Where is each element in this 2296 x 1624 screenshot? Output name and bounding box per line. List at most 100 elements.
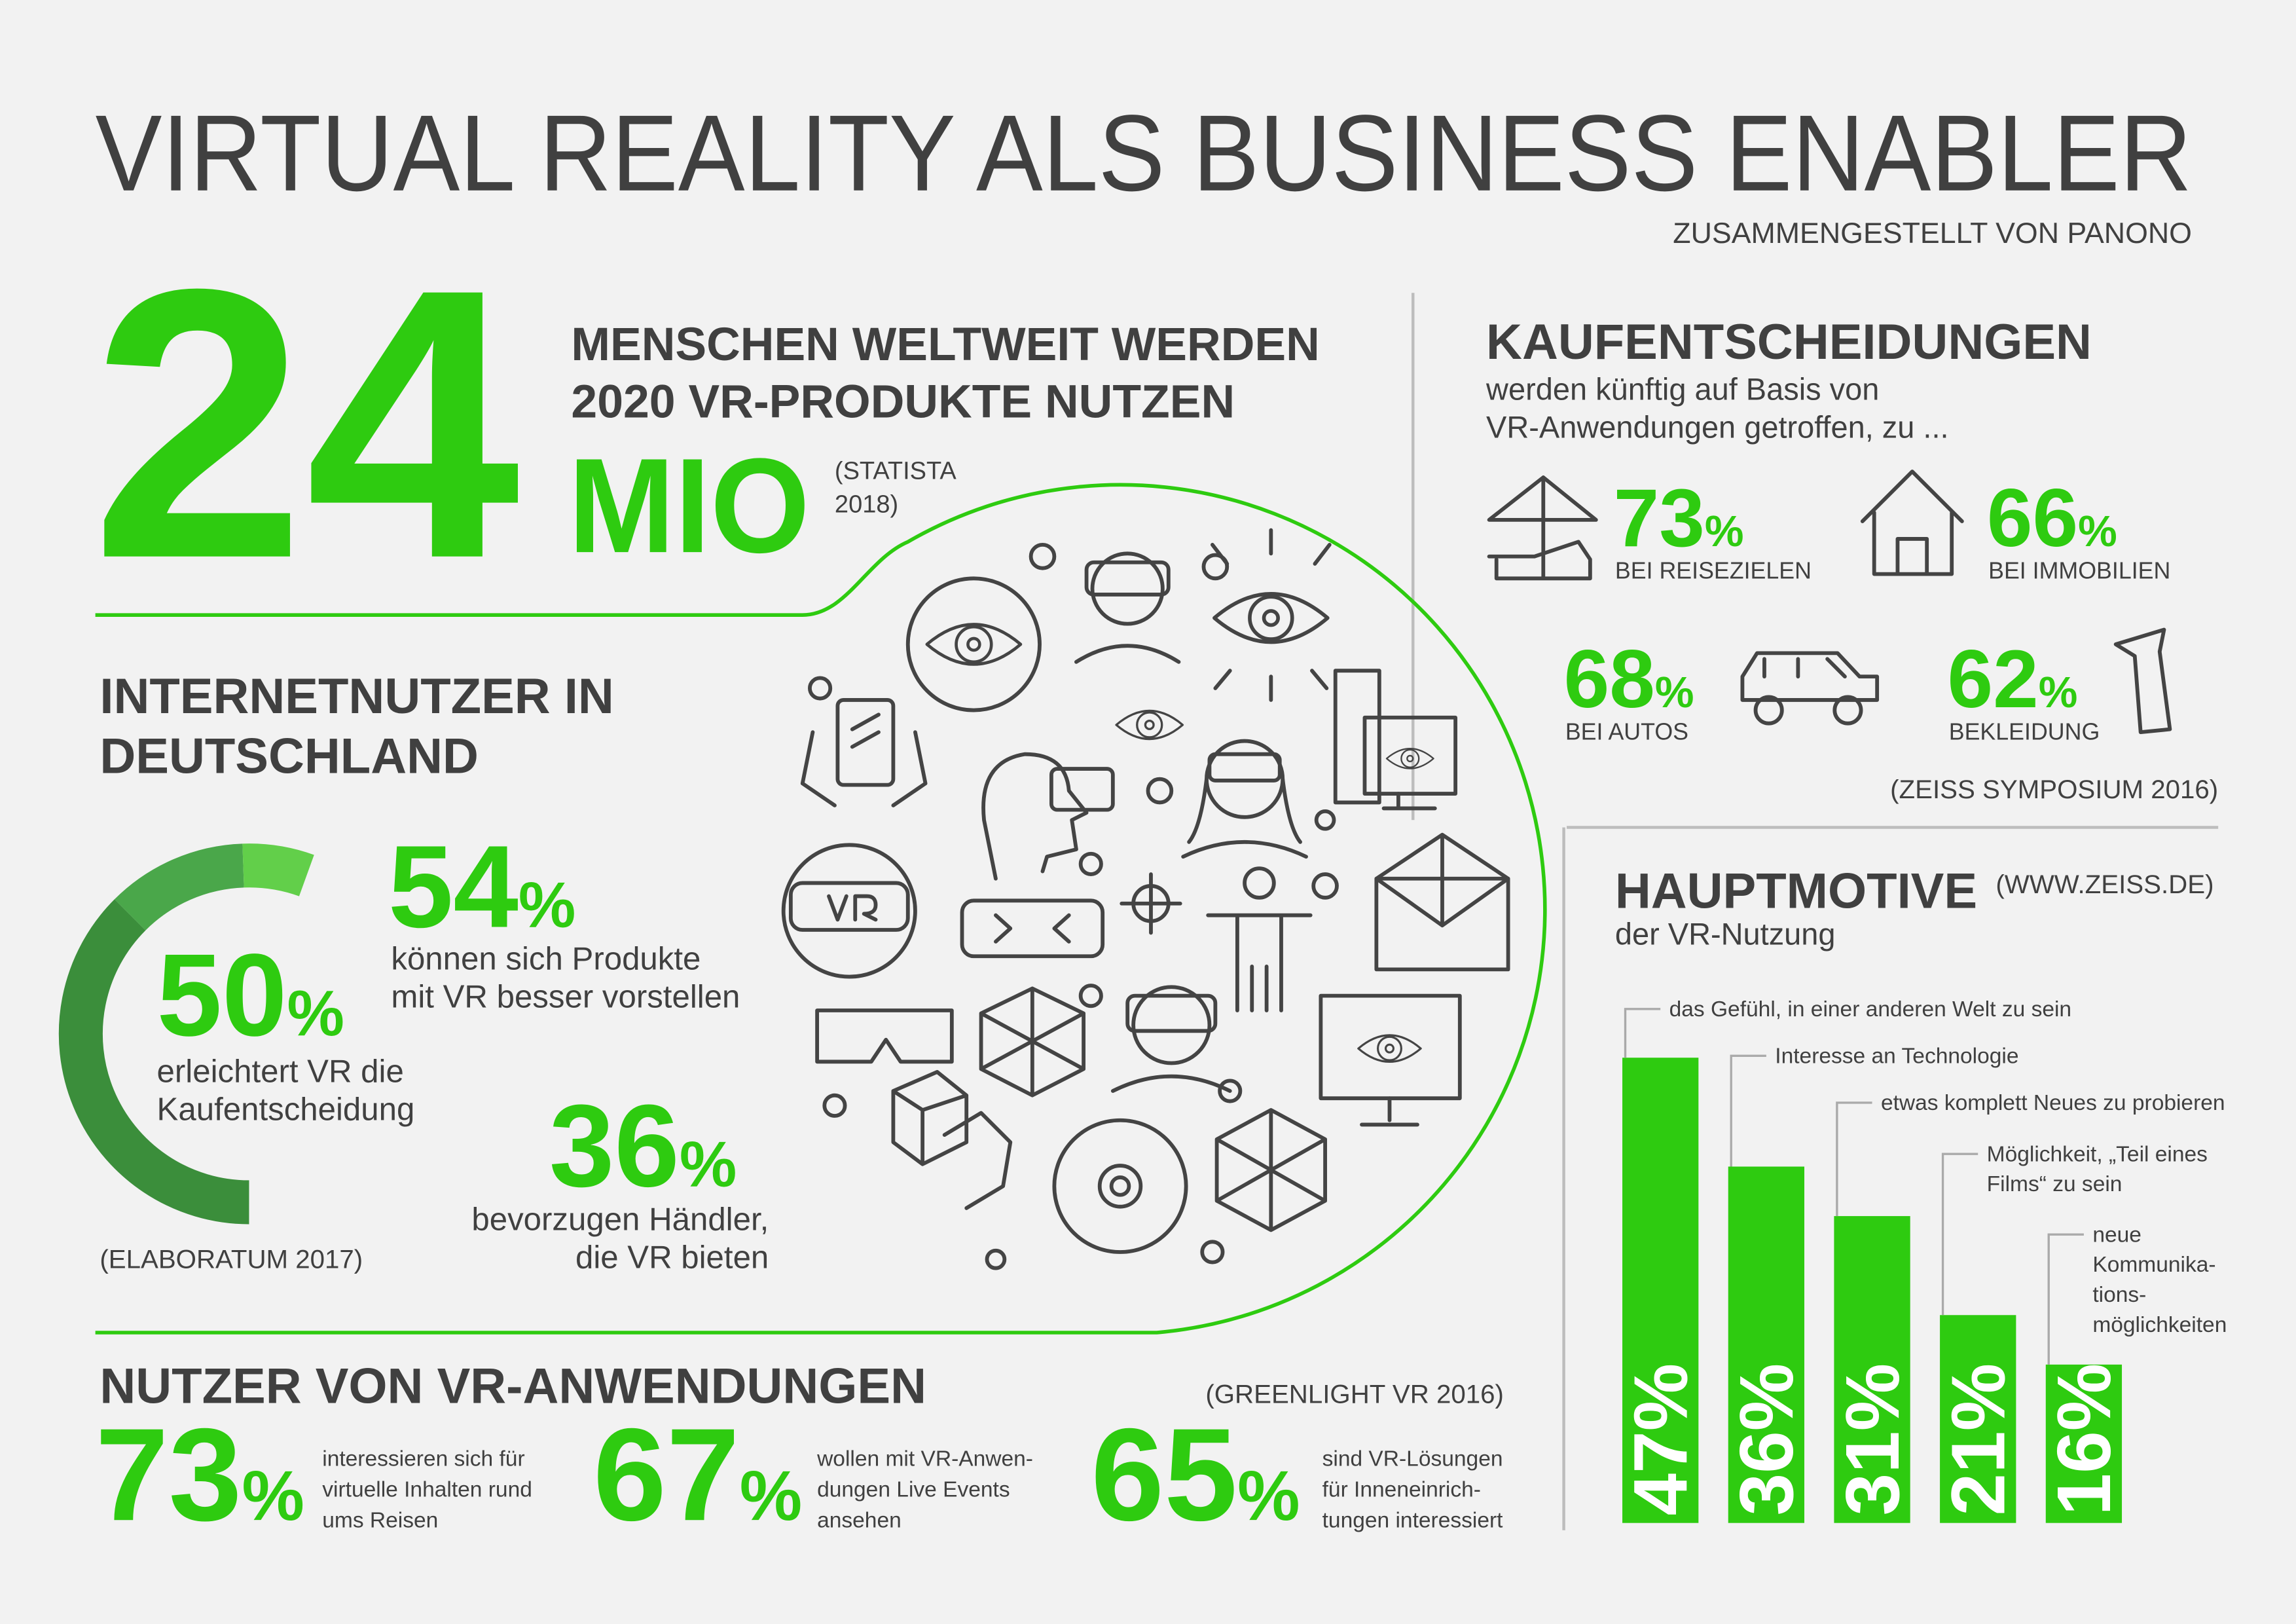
bar-value-label: 31%: [1830, 1363, 1915, 1516]
icon-part: [1860, 470, 1964, 576]
icons: [781, 528, 1510, 1270]
icon-part: [800, 712, 928, 807]
internet-stat: 54%: [388, 821, 575, 952]
purchase-stat: 66%: [1987, 472, 2117, 564]
icon-part: [827, 894, 878, 922]
bar-label: Kommunika-: [2092, 1253, 2215, 1277]
bar-label: neue: [2092, 1223, 2141, 1247]
bar-label: das Gefühl, in einer anderen Welt zu sei…: [1669, 997, 2071, 1022]
icon-part: [1832, 695, 1863, 726]
purchase-stat: 68%: [1564, 633, 1694, 725]
intro-text: VR-Anwendungen getroffen, zu ...: [1486, 410, 1949, 445]
leader-line: [1836, 1101, 1872, 1217]
icon-part: [835, 698, 896, 787]
icon-part: [891, 1070, 1013, 1210]
internet-stat: 50%: [157, 929, 344, 1060]
icon-part: [1360, 1096, 1419, 1127]
source: (GREENLIGHT VR 2016): [1205, 1379, 1504, 1409]
icon-part: [58, 899, 249, 1225]
icon-part: [1078, 851, 1103, 876]
stat-text: ansehen: [817, 1508, 902, 1532]
bar: [1940, 1315, 2016, 1523]
icon-part: [1146, 777, 1174, 805]
icon-part: [994, 913, 1071, 944]
users-stat: 67%: [593, 1401, 802, 1548]
icon-part: [1374, 832, 1510, 928]
bar-value-label: 36%: [1724, 1363, 1809, 1516]
icon-part: [1078, 984, 1103, 1008]
users-stat-number: 67: [593, 1401, 740, 1548]
icon-part: [1206, 913, 1313, 1012]
icon-part: [114, 843, 245, 931]
users-stat-number: 73: [96, 1401, 242, 1548]
bar-label: möglichkeiten: [2092, 1313, 2227, 1337]
purchase-stat-number: 73: [1614, 472, 1705, 564]
bar: [1728, 1166, 1805, 1523]
icon-part: [1125, 993, 1218, 1033]
bar: [2045, 1364, 2123, 1523]
purchase-stat-number: 66: [1987, 472, 2078, 564]
purchase-stat-number: 62: [1947, 633, 2038, 725]
purchase-stat-unit: %: [2039, 668, 2078, 717]
bar-value-label: 47%: [1618, 1363, 1703, 1516]
users-stat-number: 65: [1091, 1401, 1237, 1548]
source: (WWW.ZEISS.DE): [1995, 870, 2214, 899]
stat-text: ums Reisen: [322, 1508, 438, 1532]
icon-part: [1181, 777, 1308, 859]
stat-label: BEI IMMOBILIEN: [1988, 557, 2170, 583]
icon-part: [808, 676, 833, 701]
icon-part: [1214, 1108, 1327, 1232]
icon-part: [1333, 669, 1381, 805]
icon-part: [979, 986, 1086, 1098]
bar-label: tions-: [2092, 1283, 2146, 1307]
icon-part: [1314, 809, 1336, 831]
icon-part: [788, 881, 910, 932]
icon-part: [960, 898, 1105, 959]
internet-stat-unit: %: [680, 1128, 737, 1200]
source: 2018): [835, 491, 898, 519]
icon-part: [1131, 985, 1212, 1065]
dividers: [1412, 293, 2219, 1530]
section-title: INTERNETNUTZER IN: [100, 669, 613, 724]
icon-part: [1740, 651, 1880, 702]
users-stat: 73%: [96, 1401, 304, 1548]
icon-part: [1381, 792, 1437, 811]
leader-line: [2047, 1233, 2084, 1365]
section-subtitle: der VR-Nutzung: [1615, 916, 1836, 951]
stat-label: BEKLEIDUNG: [1949, 718, 2100, 745]
hero-unit: MIO: [568, 430, 810, 581]
icon-part: [1200, 1240, 1225, 1264]
icon-part: [1487, 475, 1598, 581]
icon-part: [1097, 1164, 1143, 1209]
hero-text: 2020 VR-PRODUKTE NUTZEN: [571, 375, 1235, 428]
icon-part: [1084, 560, 1171, 597]
purchase-stat: 73%: [1614, 472, 1744, 564]
hero-text: MENSCHEN WELTWEIT WERDEN: [571, 318, 1319, 371]
title: VIRTUAL REALITY ALS BUSINESS ENABLER: [96, 93, 2192, 214]
section-title: NUTZER VON VR-ANWENDUNGEN: [100, 1358, 926, 1414]
users-stat-unit: %: [242, 1456, 304, 1535]
purchase-stat-unit: %: [1705, 507, 1744, 556]
icon-part: [1090, 551, 1165, 626]
subtitle: ZUSAMMENGESTELLT VON PANONO: [1673, 217, 2192, 249]
stat-label: BEI REISEZIELEN: [1615, 557, 1812, 583]
internet-stat-number: 50: [157, 929, 287, 1060]
bar: [1834, 1216, 1910, 1523]
internet-stat: 36%: [549, 1080, 737, 1211]
icon-part: [1074, 644, 1181, 664]
bar-value-label: 16%: [2041, 1363, 2126, 1516]
icon-part: [1052, 1118, 1188, 1254]
leader-line: [1941, 1153, 1978, 1316]
users-stat: 65%: [1091, 1401, 1300, 1548]
icon-part: [1753, 695, 1784, 726]
icon-part: [905, 576, 1042, 712]
source: (STATISTA: [835, 457, 957, 485]
bar-label: Films“ zu sein: [1987, 1172, 2123, 1196]
icon-part: [815, 1008, 954, 1064]
internet-stat-unit: %: [287, 977, 344, 1049]
icon-part: [242, 843, 314, 896]
stat-text: dungen Live Events: [817, 1477, 1010, 1502]
